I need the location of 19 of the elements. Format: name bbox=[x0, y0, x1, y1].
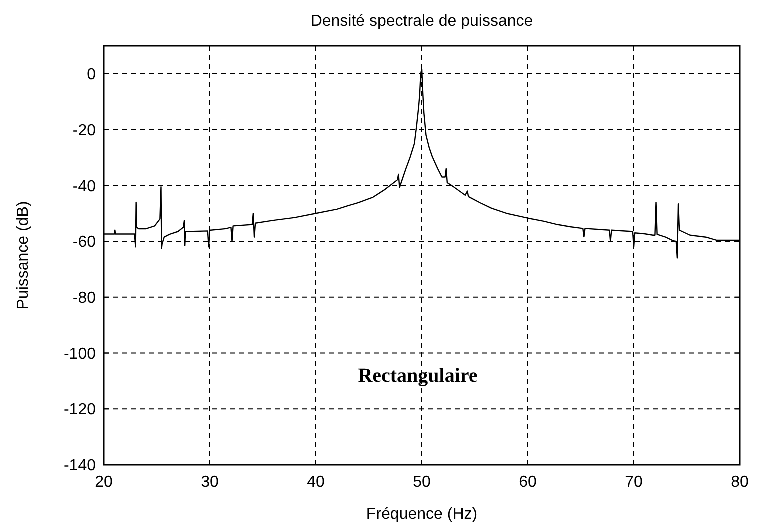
x-tick-label: 70 bbox=[625, 474, 643, 491]
y-tick-label: -80 bbox=[72, 290, 96, 307]
annotation: Rectangulaire bbox=[358, 365, 478, 387]
y-tick-label: -40 bbox=[72, 178, 96, 196]
x-tick-label: 30 bbox=[201, 474, 219, 491]
y-axis-title: Puissance (dB) bbox=[15, 201, 32, 310]
y-tick-label: -100 bbox=[64, 346, 96, 363]
x-tick-label: 20 bbox=[95, 474, 113, 491]
y-tick-label: -60 bbox=[72, 234, 96, 252]
x-tick-label: 40 bbox=[307, 474, 325, 491]
x-tick-label: 60 bbox=[519, 474, 537, 491]
x-axis-title: Fréquence (Hz) bbox=[366, 506, 478, 523]
y-tick-label: 0 bbox=[87, 66, 96, 84]
chart-title: Densité spectrale de puissance bbox=[310, 13, 534, 30]
x-tick-label: 50 bbox=[413, 474, 431, 491]
y-tick-label: -120 bbox=[64, 402, 96, 419]
y-tick-label: -20 bbox=[72, 122, 96, 140]
x-tick-label: 80 bbox=[731, 474, 749, 491]
y-tick-label: -140 bbox=[64, 458, 96, 475]
